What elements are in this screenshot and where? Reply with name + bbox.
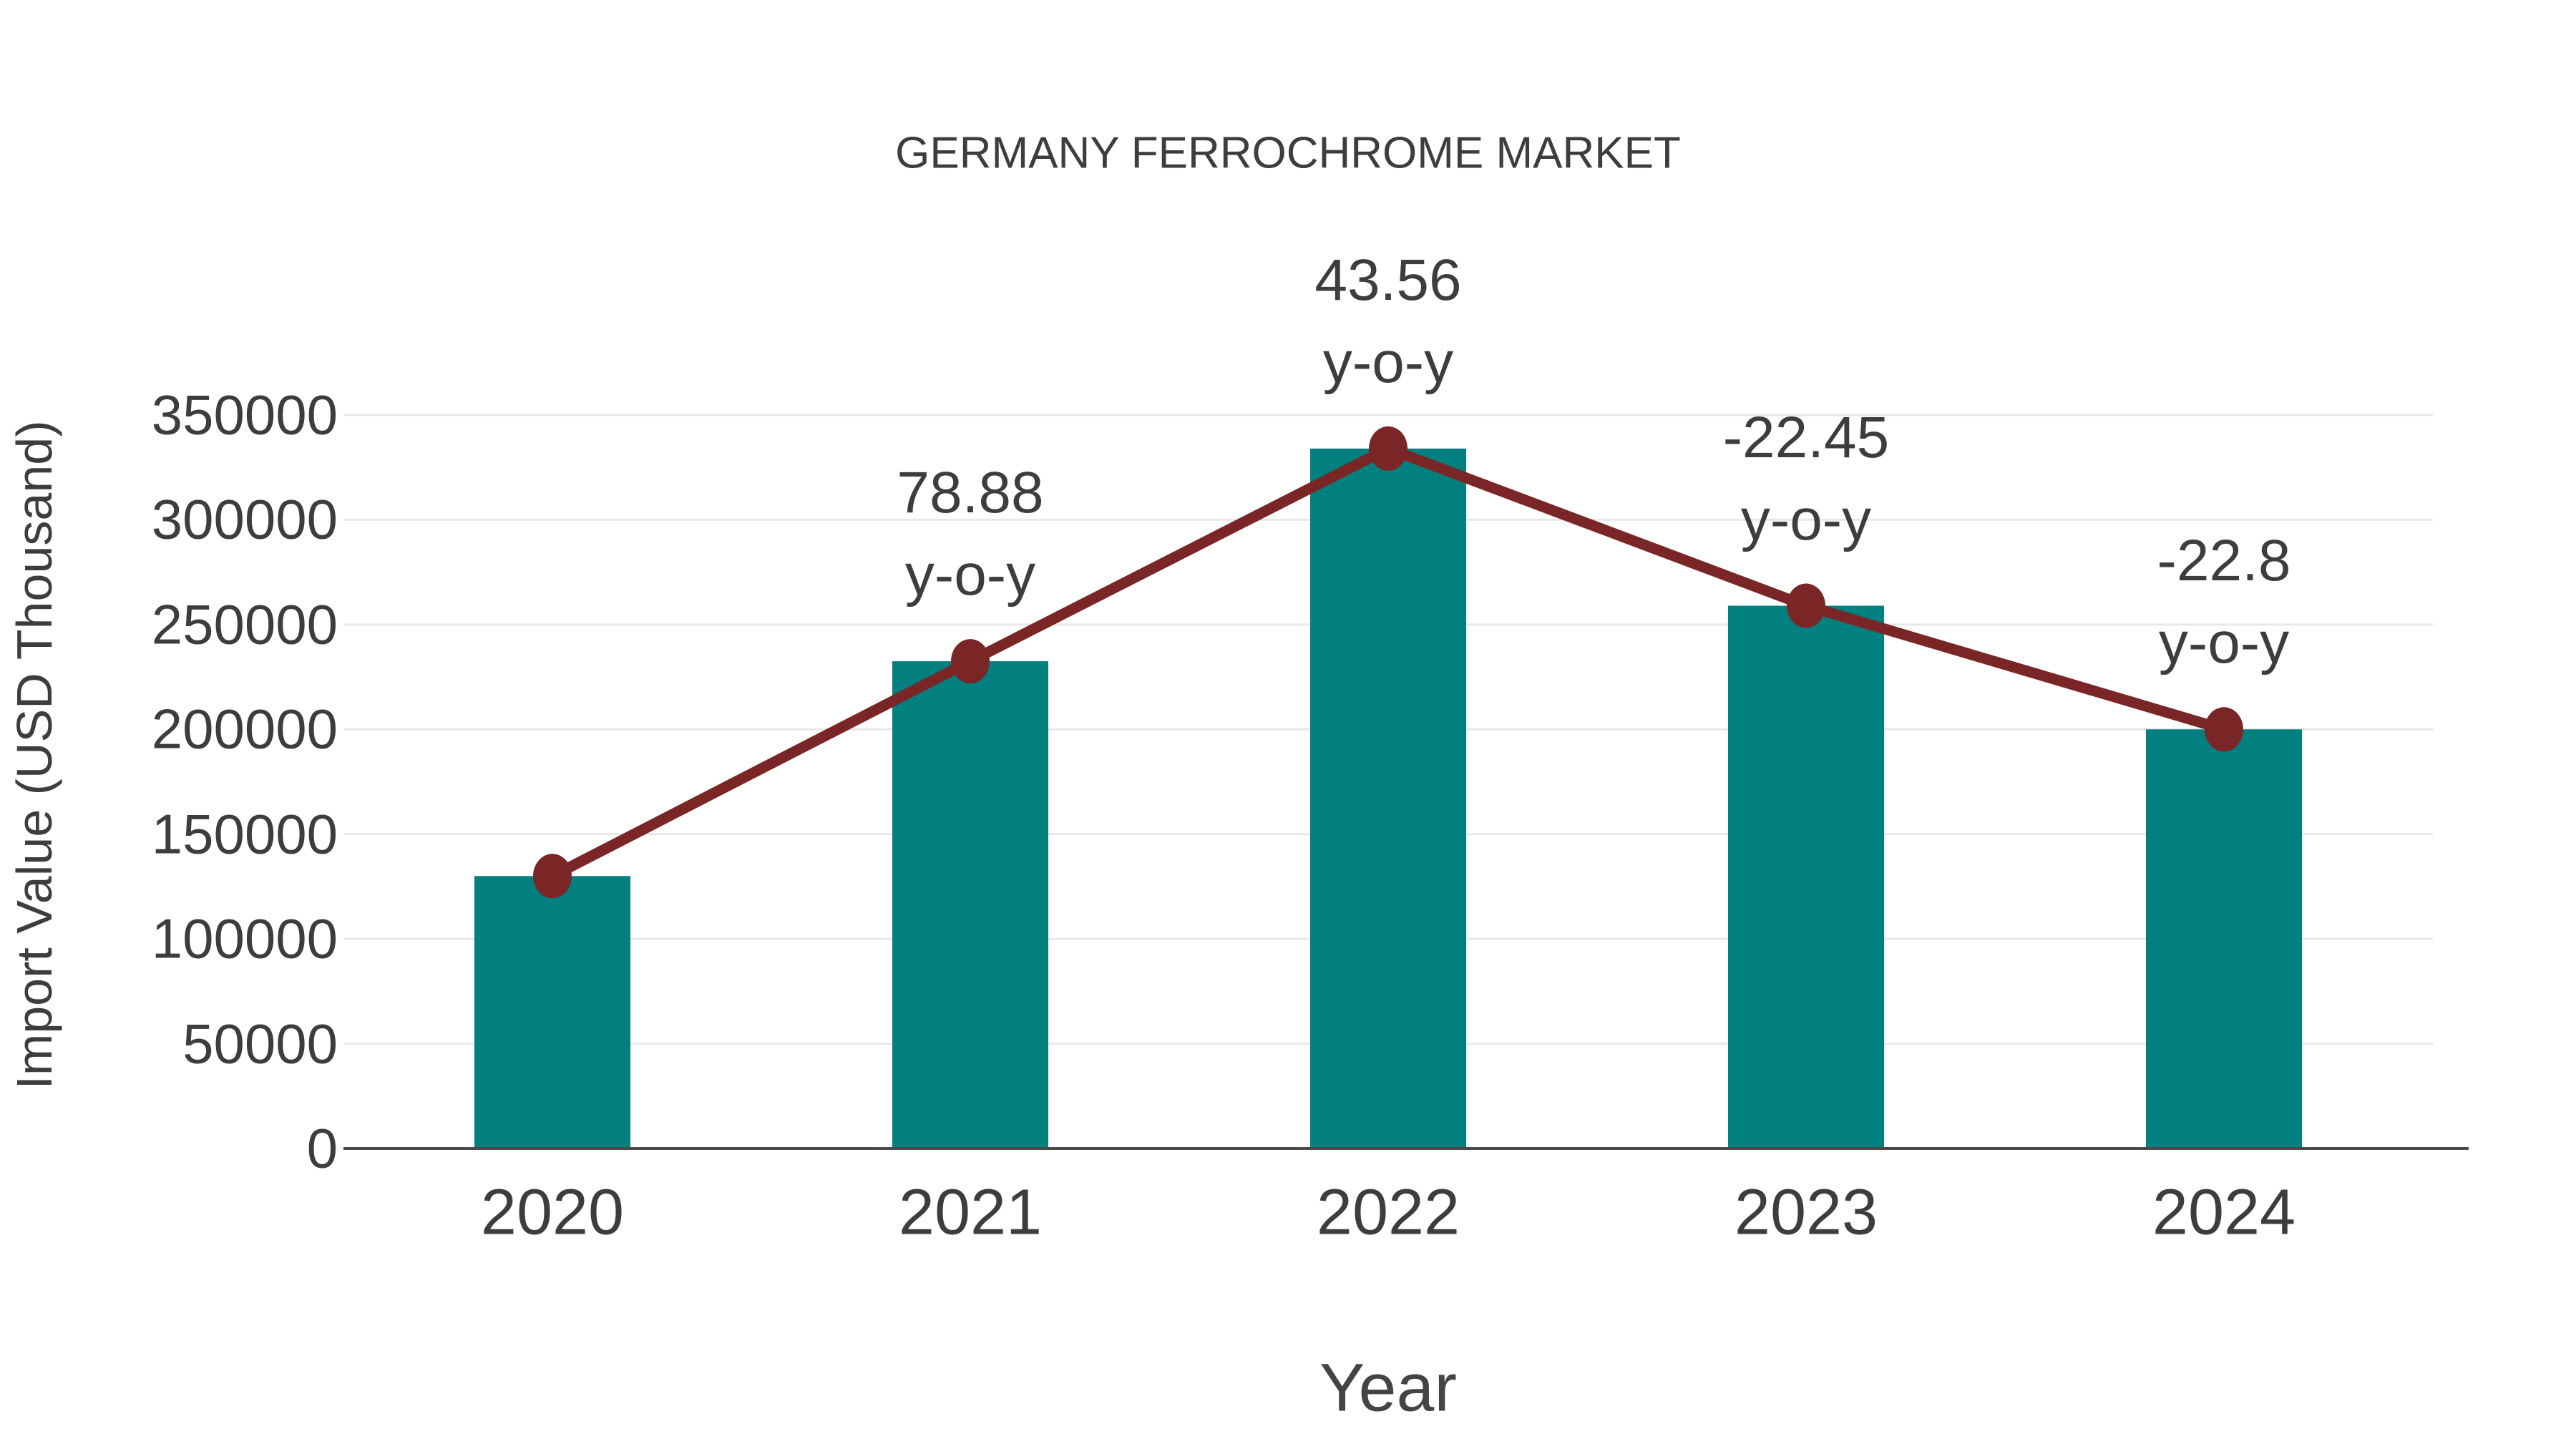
annotation-2023-value: -22.45 — [1722, 404, 1890, 470]
bar-2022 — [1310, 448, 1466, 1148]
y-tick-label-250000: 250000 — [151, 592, 338, 656]
annotation-2021-value: 78.88 — [897, 460, 1044, 526]
y-tick-label-50000: 50000 — [182, 1012, 338, 1075]
y-tick-label-150000: 150000 — [151, 802, 338, 866]
y-tick-label-300000: 300000 — [151, 487, 338, 551]
chart-title: GERMANY FERROCHROME MARKET — [895, 128, 1681, 178]
y-tick-label-350000: 350000 — [151, 383, 338, 447]
bar-2021 — [892, 661, 1048, 1148]
annotation-2022-value: 43.56 — [1314, 247, 1462, 313]
x-tick-label-2022: 2022 — [1316, 1176, 1460, 1249]
annotation-2021-unit: y-o-y — [904, 542, 1036, 608]
x-tick-label-2024: 2024 — [2152, 1176, 2296, 1249]
x-tick-label-2020: 2020 — [480, 1176, 625, 1249]
marker-2023 — [1787, 583, 1825, 628]
marker-2020 — [533, 854, 572, 899]
marker-2022 — [1369, 426, 1407, 471]
annotation-2024-unit: y-o-y — [2158, 610, 2290, 676]
bar-2024 — [2146, 729, 2302, 1148]
marker-2021 — [951, 639, 990, 684]
bar-2023 — [1728, 605, 1884, 1148]
y-tick-label-100000: 100000 — [151, 907, 338, 970]
annotation-2022-unit: y-o-y — [1322, 329, 1454, 395]
x-axis-title: Year — [1319, 1350, 1457, 1426]
marker-2024 — [2205, 707, 2243, 752]
annotation-2024-value: -22.8 — [2157, 528, 2291, 594]
y-tick-label-200000: 200000 — [151, 697, 338, 761]
bar-2020 — [474, 876, 630, 1148]
x-tick-label-2021: 2021 — [898, 1176, 1043, 1249]
x-tick-label-2023: 2023 — [1734, 1176, 1878, 1249]
y-tick-label-0: 0 — [306, 1116, 338, 1180]
annotation-2023-unit: y-o-y — [1740, 487, 1872, 552]
